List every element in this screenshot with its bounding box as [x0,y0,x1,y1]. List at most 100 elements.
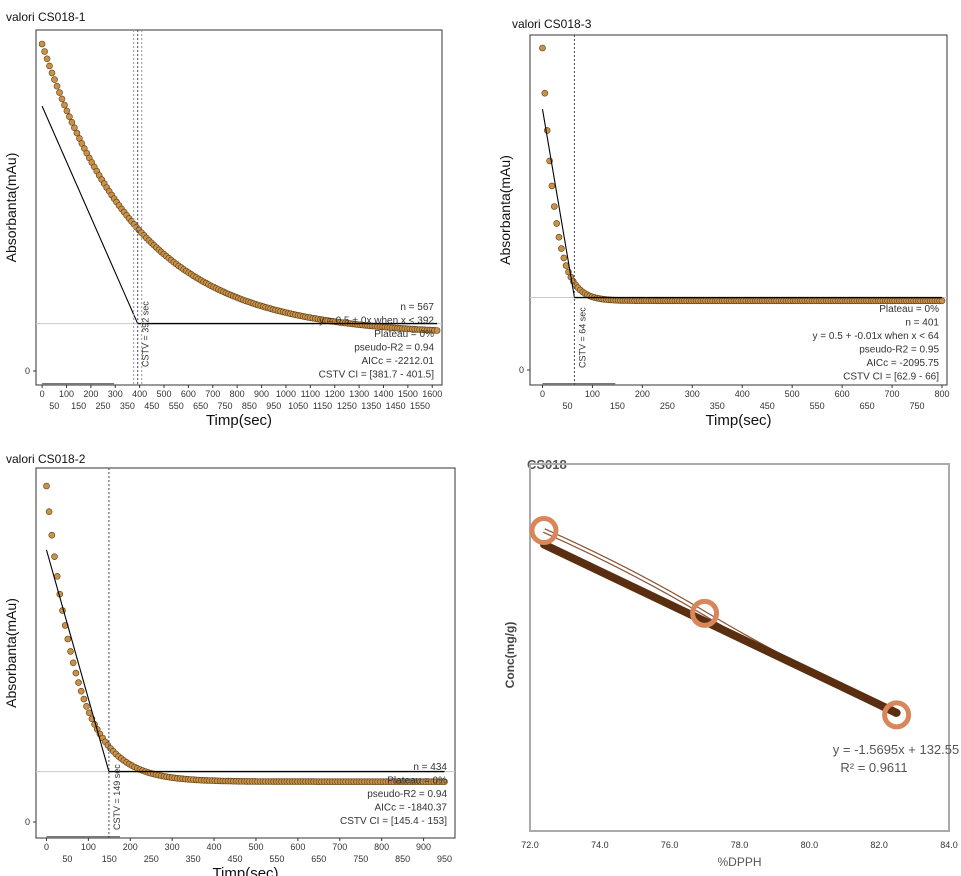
data-point [433,327,441,334]
stats-block: Plateau = 0% n = 401 y = 0.5 + -0.01x when… [813,304,940,383]
stats-line: Plateau = 0% [374,329,434,340]
panel-cs018-2: valori CS018-2 0 0 100 200 300 400 500 600 700 80… [0,440,470,876]
chart-title: valori CS018-2 [6,452,86,466]
chart-title: valori CS018-1 [6,10,86,24]
trendline [539,540,901,717]
chart-cs018-1: 0 0 100 200 300 400 500 600 700 800 900 1000 1100 120… [3,29,443,429]
data-point [41,48,48,55]
x-tick-label: 750 [910,401,925,411]
data-point [43,482,50,490]
fit-line [541,109,575,298]
data-point [51,76,58,83]
stats-line: pseudo-R2 = 0.95 [859,345,939,356]
x-tick-label: 50 [562,401,572,411]
data-point [61,101,68,109]
data-point [73,129,81,137]
x-tick-label: 74.0 [591,840,609,850]
stats-line: pseudo-R2 = 0.94 [367,789,447,800]
x-tick-label: 250 [96,401,111,411]
stats-line: CSTV CI = [381.7 - 401.5] [319,370,435,381]
cstv-label: CSTV = 64 sec [577,307,587,368]
x-tick-label: 78.0 [731,840,749,850]
x-tick-label: 50 [49,401,59,411]
x-tick-label: 950 [266,401,281,411]
data-point [68,119,76,126]
data-marker [529,516,559,545]
x-tick-label: 1450 [386,401,406,411]
x-tick-label: 500 [157,389,172,399]
data-point [46,62,53,70]
data-point [560,254,568,262]
x-tick-label: 750 [353,854,368,864]
data-point [67,648,74,655]
x-tick-label: 250 [660,401,675,411]
stats-line: n = 434 [413,762,447,773]
panel-cs018-3: valori CS018-3 0 0 100 200 300 400 500 600 700 80… [500,0,961,440]
x-tick-label: 650 [311,854,326,864]
x-tick-label: 200 [83,389,98,399]
x-axis-label: Timp(sec) [212,865,278,876]
data-point [43,55,51,63]
data-point [558,245,565,252]
x-tick-label: 500 [248,842,263,852]
x-tick-label: 400 [207,842,222,852]
data-marker [690,598,720,628]
x-tick-label: 100 [59,389,74,399]
data-point [550,203,558,210]
data-marker [882,700,912,730]
x-tick-label: 50 [62,854,72,864]
x-tick-label: 950 [437,854,452,864]
data-point [80,695,88,703]
x-tick-label: 600 [290,842,305,852]
plot-frame [35,467,456,839]
x-tick-label: 550 [810,401,825,411]
x-tick-label: 400 [132,389,147,399]
x-tick-label: 0 [40,389,45,399]
x-tick-label: 600 [181,389,196,399]
stats-line: Plateau = 0% [387,776,447,787]
data-point [66,113,73,120]
plot-frame [529,463,950,832]
x-tick-label: 1300 [349,389,369,399]
data-point [541,89,549,97]
x-tick-label: 800 [374,842,389,852]
x-tick-label: 1050 [288,401,308,411]
x-tick-label: 76.0 [661,840,679,850]
data-point [555,233,563,241]
y-axis-label: Absorbanta(mAu) [500,155,513,265]
x-tick-label: 72.0 [521,840,539,850]
x-tick-label: 450 [144,401,159,411]
stats-line: y = 0.5 + -0.01x when x < 64 [813,331,940,342]
y-axis-label: Absorbanta(mAu) [3,153,19,263]
x-tick-label: 500 [785,389,800,399]
x-tick-label: 800 [934,389,949,399]
x-tick-label: 800 [230,389,245,399]
x-tick-label: 200 [123,842,138,852]
x-tick-label: 850 [395,854,410,864]
x-tick-label: 200 [635,389,650,399]
x-tick-label: 350 [120,401,135,411]
x-tick-label: 1400 [373,389,393,399]
x-tick-label: 82.0 [870,840,888,850]
x-tick-label: 1200 [325,389,345,399]
x-tick-label: 550 [169,401,184,411]
x-tick-label: 350 [710,401,725,411]
chart-cs018-calibration: 72.0 74.0 76.0 78.0 80.0 82.0 84.0 %DPPH Conc(mg… [503,463,959,869]
x-tick-label: 100 [585,389,600,399]
data-point [75,679,82,686]
stats-line: Plateau = 0% [879,304,939,315]
x-tick-label: 1000 [276,389,296,399]
x-tick-label: 1550 [410,401,430,411]
x-tick-label: 0 [540,389,545,399]
data-point [553,220,561,227]
stats-line: AICc = -2212.01 [361,356,434,367]
stats-block: n = 567 y = 0.5 + 0x when x < 392 Plateau … [319,302,435,381]
data-point [51,553,58,560]
x-tick-label: 450 [760,401,775,411]
plot-frame [35,29,443,386]
x-tick-label: 1500 [398,389,418,399]
data-point [938,297,946,305]
trend-equation: y = -1.5695x + 132.55 [833,742,959,757]
x-tick-label: 150 [610,401,625,411]
x-tick-label: 150 [102,854,117,864]
